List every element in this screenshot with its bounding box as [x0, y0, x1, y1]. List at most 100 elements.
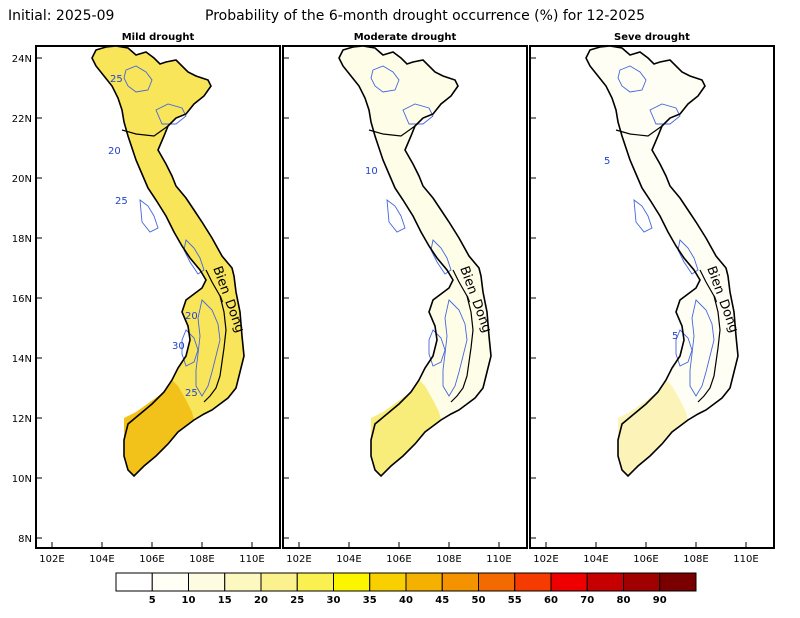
colorbar-label: 60 [544, 595, 558, 606]
colorbar-label: 35 [363, 595, 377, 606]
initial-date-label: Initial: 2025-09 [8, 8, 115, 24]
colorbar-swatch [623, 572, 661, 592]
region-boundary [121, 125, 169, 137]
lon-tick-label: 110E [733, 554, 758, 565]
lon-tick-label: 106E [633, 554, 658, 565]
panel-title: Seve drought [614, 32, 690, 43]
contour-line [633, 199, 653, 233]
region-boundary [450, 269, 474, 403]
colorbar: 5 10 15 20 25 30 35 40 45 50 55 60 70 80 90 [115, 572, 697, 606]
contour-line [123, 65, 153, 93]
lat-tick-label: 22N [12, 114, 32, 125]
contour-line [370, 65, 400, 93]
lat-tick-label: 14N [12, 354, 32, 365]
colorbar-swatch [260, 572, 298, 592]
colorbar-swatch [514, 572, 552, 592]
lat-tick-label: 16N [12, 294, 32, 305]
panel-title: Moderate drought [354, 32, 457, 43]
colorbar-swatch [586, 572, 624, 592]
colorbar-swatch [188, 572, 226, 592]
contour-line [155, 103, 187, 125]
contour-line [428, 329, 446, 367]
country-fill [92, 46, 244, 476]
colorbar-swatch [333, 572, 371, 592]
lon-tick-label: 104E [89, 554, 114, 565]
contour-label: 5 [604, 156, 610, 167]
region-boundary [368, 125, 416, 137]
contour-label: 10 [365, 166, 378, 177]
latitude-axis: 24N 22N 20N 18N 16N 14N 12N 10N 8N [12, 54, 32, 545]
contour-label: 20 [108, 146, 121, 157]
contour-line [402, 103, 434, 125]
contour-line [689, 299, 715, 397]
contour-label: 25 [115, 196, 128, 207]
lat-tick-label: 24N [12, 54, 32, 65]
colorbar-swatch [224, 572, 262, 592]
country-outline [585, 45, 739, 478]
panel-title: Mild drought [122, 32, 195, 43]
southern-region-fill [371, 380, 441, 476]
country-fill [586, 46, 738, 476]
colorbar-label: 15 [218, 595, 232, 606]
colorbar-label: 80 [617, 595, 631, 606]
colorbar-swatch [478, 572, 516, 592]
region-boundary [697, 269, 721, 403]
lat-tick-label: 18N [12, 234, 32, 245]
lon-tick-label: 104E [336, 554, 361, 565]
lon-tick-label: 106E [139, 554, 164, 565]
lat-tick-label: 12N [12, 414, 32, 425]
colorbar-label: 50 [472, 595, 486, 606]
contour-line [649, 103, 681, 125]
contour-label: 5 [672, 331, 678, 342]
colorbar-swatch [369, 572, 407, 592]
colorbar-swatch [405, 572, 443, 592]
country-outline [338, 45, 492, 478]
colorbar-swatch [550, 572, 588, 592]
lon-tick-label: 108E [436, 554, 461, 565]
contour-label: 25 [185, 388, 198, 399]
lon-tick-label: 108E [189, 554, 214, 565]
contour-line [139, 199, 159, 233]
colorbar-label: 40 [399, 595, 413, 606]
lon-tick-label: 106E [386, 554, 411, 565]
contour-line [195, 299, 221, 397]
contour-line [675, 329, 693, 367]
contour-line [617, 65, 647, 93]
lat-tick-label: 20N [12, 174, 32, 185]
lon-tick-label: 110E [486, 554, 511, 565]
contour-line [181, 329, 199, 367]
colorbar-label: 5 [149, 595, 156, 606]
colorbar-swatch [296, 572, 334, 592]
southern-region-fill [124, 380, 194, 476]
figure-title: Probability of the 6-month drought occur… [205, 8, 646, 24]
colorbar-swatch [151, 572, 189, 592]
lon-tick-label: 108E [683, 554, 708, 565]
colorbar-swatch [115, 572, 153, 592]
contour-label: 25 [110, 74, 123, 85]
colorbar-label: 70 [580, 595, 594, 606]
lon-tick-label: 104E [583, 554, 608, 565]
colorbar-label: 25 [290, 595, 304, 606]
lon-tick-label: 102E [39, 554, 64, 565]
lat-tick-label: 10N [12, 474, 32, 485]
country-outline [91, 45, 245, 478]
colorbar-label: 90 [653, 595, 667, 606]
contour-line [442, 299, 468, 397]
colorbar-label: 55 [508, 595, 522, 606]
colorbar-label: 30 [327, 595, 341, 606]
colorbar-label: 10 [182, 595, 196, 606]
colorbar-swatch [659, 572, 697, 592]
contour-label: 30 [172, 341, 185, 352]
colorbar-label: 20 [254, 595, 268, 606]
lon-tick-label: 102E [533, 554, 558, 565]
contour-line [386, 199, 406, 233]
colorbar-label: 45 [435, 595, 449, 606]
lat-tick-label: 8N [18, 534, 32, 545]
country-fill [339, 46, 491, 476]
southern-region-fill [618, 380, 688, 476]
region-boundary [203, 269, 227, 403]
region-boundary [615, 125, 663, 137]
